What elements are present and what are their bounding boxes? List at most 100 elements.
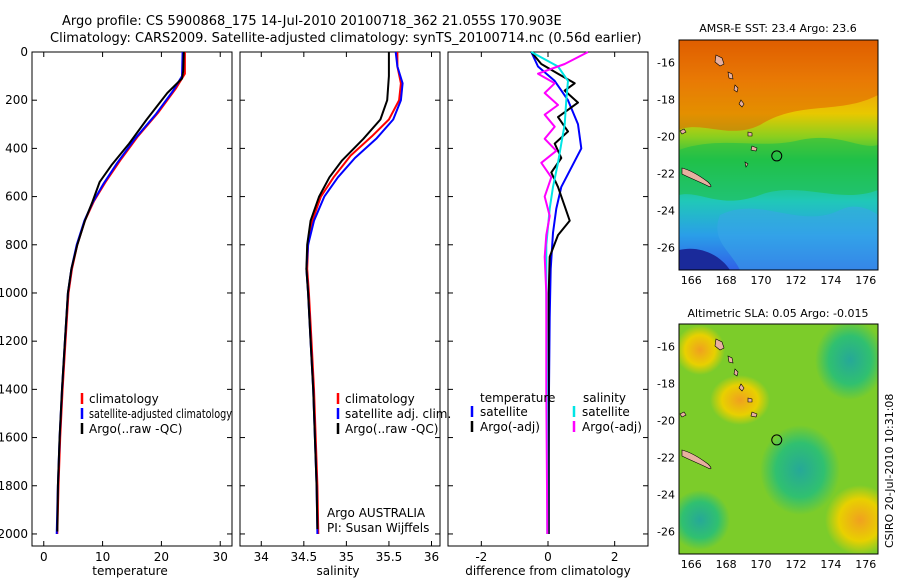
sst-land-loyalty — [744, 131, 758, 168]
sst-cool-patch — [717, 206, 878, 270]
salinity-plot-frame — [239, 51, 441, 547]
map-x-tick-label: 176 — [855, 274, 876, 287]
series-line-satellite — [55, 51, 184, 535]
series-line-climatology — [306, 52, 402, 535]
x-tick-label: 36 — [424, 550, 439, 564]
map-y-tick-label: -22 — [657, 168, 675, 181]
map-x-tick-label: 174 — [820, 274, 841, 287]
sst-map-title: AMSR-E SST: 23.4 Argo: 23.6 — [699, 22, 857, 35]
x-tick-label: 35 — [339, 550, 354, 564]
legend-label-climatology: climatology — [345, 392, 415, 406]
map-y-tick-label: -20 — [657, 130, 675, 143]
sla-low-2 — [815, 324, 878, 400]
x-tick-label: 10 — [95, 550, 110, 564]
legend-label-argo: Argo(..raw -QC) — [89, 422, 182, 436]
sla-high-2 — [825, 485, 878, 554]
sst-land-vanuatu — [714, 54, 745, 108]
sla-map — [679, 324, 878, 554]
sst-land-newcaledonia — [681, 167, 712, 188]
series-line-temperature-satellite — [530, 51, 583, 534]
x-tick-label: 30 — [213, 550, 228, 564]
y-tick-label: 2000 — [0, 527, 28, 541]
sst-cold-corner — [679, 248, 730, 270]
y-tick-label: 1400 — [0, 382, 28, 396]
sst-land-islet — [679, 128, 687, 135]
series-line-satellite — [305, 51, 404, 535]
legend-label-sal-satellite: satellite — [582, 405, 630, 419]
map-x-tick-label: 170 — [751, 274, 772, 287]
legend-label-satellite: satellite-adjusted climatology — [89, 407, 232, 421]
map-y-tick-label: -20 — [657, 414, 675, 427]
legend-label-satellite: satellite adj. clim. — [345, 407, 451, 421]
y-tick-label: 200 — [5, 93, 28, 107]
axis-ticks: 0 10 20 30020040060080010001200140016001800… — [0, 45, 876, 571]
map-x-tick-label: 172 — [785, 274, 806, 287]
map-x-tick-label: 168 — [716, 274, 737, 287]
figure-title-line1: Argo profile: CS 5900868_175 14-Jul-2010… — [62, 14, 562, 29]
map-y-tick-label: -16 — [657, 56, 675, 69]
legend-header-salinity: salinity — [583, 391, 626, 405]
temperature-legend: climatology satellite-adjusted climatolo… — [80, 392, 232, 436]
y-tick-label: 0 — [20, 45, 28, 59]
y-tick-label: 1800 — [0, 479, 28, 493]
legend-label-temp-satellite: satellite — [480, 405, 528, 419]
map-y-tick-label: -26 — [657, 242, 675, 255]
sst-green-band — [679, 137, 878, 201]
x-tick-label: -2 — [475, 550, 487, 564]
sla-low-3 — [679, 490, 730, 550]
figure-title-line2: Climatology: CARS2009. Satellite-adjuste… — [50, 31, 642, 46]
sst-map — [679, 40, 878, 270]
x-tick-label: 0 — [40, 550, 48, 564]
y-tick-label: 1600 — [0, 431, 28, 445]
sla-high-3 — [679, 325, 725, 375]
y-tick-label: 400 — [5, 141, 28, 155]
sla-land-islet — [679, 411, 687, 418]
map-y-tick-label: -16 — [657, 340, 675, 353]
argo-program-label: Argo AUSTRALIA — [327, 506, 426, 520]
temperature-axis-label: temperature — [92, 564, 167, 578]
map-y-tick-label: -24 — [657, 205, 675, 218]
sst-map-frame — [678, 39, 879, 271]
series-line-argo — [305, 52, 390, 530]
map-x-tick-label: 176 — [855, 558, 876, 571]
map-y-tick-label: -24 — [657, 489, 675, 502]
x-tick-label: 34 — [254, 550, 269, 564]
x-tick-label: 2 — [611, 550, 619, 564]
map-x-tick-label: 168 — [716, 558, 737, 571]
y-tick-label: 800 — [5, 238, 28, 252]
legend-header-temperature: temperature — [480, 391, 555, 405]
y-tick-label: 600 — [5, 190, 28, 204]
difference-legend: temperature satellite Argo(-adj) salinit… — [470, 391, 642, 434]
y-tick-label: 1000 — [0, 286, 28, 300]
sla-argo-marker — [771, 434, 783, 446]
series-lines — [55, 51, 589, 535]
legend-label-climatology: climatology — [89, 392, 159, 406]
map-x-tick-label: 166 — [681, 274, 702, 287]
map-x-tick-label: 174 — [820, 558, 841, 571]
series-line-salinity-argo-adj- — [537, 51, 589, 535]
map-x-tick-label: 166 — [681, 558, 702, 571]
difference-axis-label: difference from climatology — [465, 564, 631, 578]
sla-map-frame — [678, 323, 879, 555]
series-line-climatology — [56, 52, 186, 535]
sla-low-1 — [760, 425, 840, 515]
series-line-argo — [56, 51, 185, 532]
map-y-tick-label: -18 — [657, 93, 675, 106]
pi-label: PI: Susan Wijffels — [327, 521, 429, 535]
map-y-tick-label: -18 — [657, 377, 675, 390]
y-tick-label: 1200 — [0, 334, 28, 348]
map-y-tick-label: -26 — [657, 526, 675, 539]
sst-argo-marker — [771, 150, 783, 162]
sla-land-newcaledonia — [681, 449, 712, 470]
map-y-tick-label: -22 — [657, 452, 675, 465]
side-timestamp-label: CSIRO 20-Jul-2010 10:31:08 — [883, 394, 896, 548]
sla-land-loyalty — [747, 397, 758, 418]
legend-label-argo: Argo(..raw -QC) — [345, 422, 438, 436]
salinity-legend: climatology satellite adj. clim. Argo(..… — [327, 392, 451, 535]
x-tick-label: 34.5 — [290, 550, 317, 564]
sla-land-vanuatu — [714, 338, 745, 392]
sla-map-title: Altimetric SLA: 0.05 Argo: -0.015 — [688, 307, 869, 320]
legend-label-temp-argo: Argo(-adj) — [480, 420, 540, 434]
salinity-axis-label: salinity — [316, 564, 359, 578]
